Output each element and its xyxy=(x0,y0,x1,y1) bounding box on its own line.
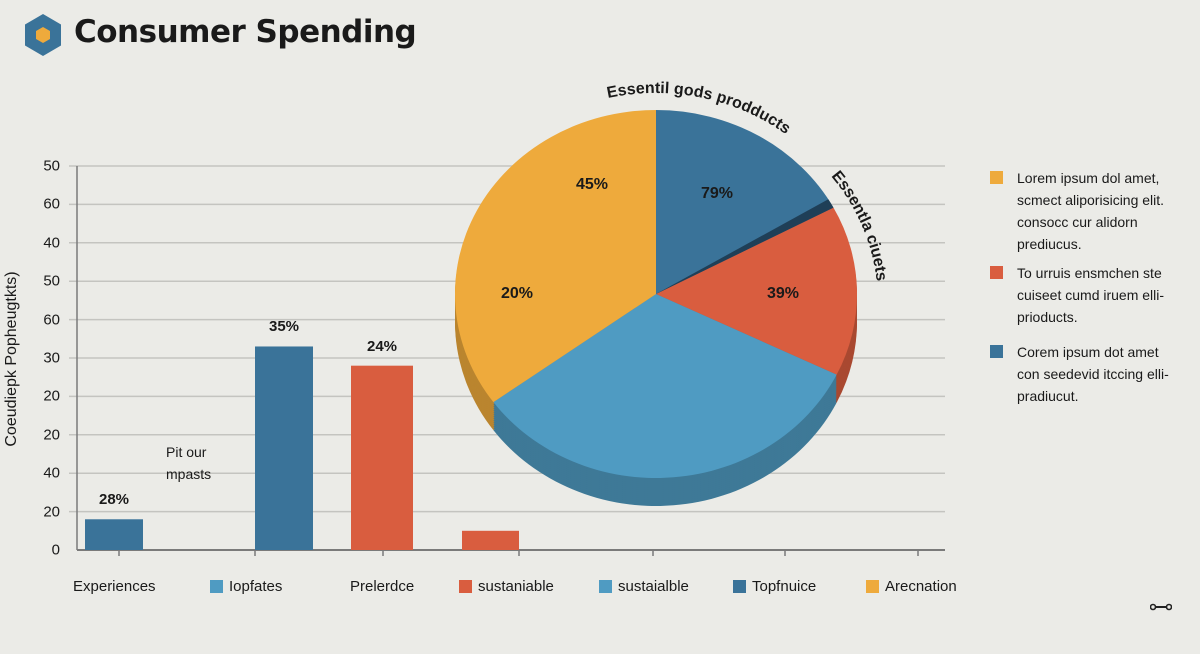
legend-line: prediucus. xyxy=(1017,236,1082,252)
legend-text: Corem ipsum dot amet con seedevid itccing… xyxy=(1017,341,1169,407)
pie-slice xyxy=(493,294,837,478)
pie-slice-label: 79% xyxy=(700,185,734,202)
y-tick-label: 20 xyxy=(43,387,60,405)
pie-slice-label: 45% xyxy=(575,176,609,193)
y-tick-label: 20 xyxy=(43,503,60,521)
legend-line: consocc cur alidorn xyxy=(1017,214,1138,230)
link-icon[interactable] xyxy=(1150,602,1172,612)
x-axis-label-text: Prelerdce xyxy=(350,578,415,595)
legend-line: con seedevid itccing elli- xyxy=(1017,366,1169,382)
legend-swatch xyxy=(599,580,612,593)
y-tick-label: 50 xyxy=(43,272,60,290)
bar xyxy=(351,365,413,550)
x-axis-label-text: Experiences xyxy=(73,578,156,595)
pie-slice-label: 39% xyxy=(766,285,800,302)
x-axis-label-text: Topfnuice xyxy=(752,578,817,595)
y-tick-label: 60 xyxy=(43,311,60,329)
legend-item: To urruis ensmchen ste cuiseet cumd iruem… xyxy=(990,262,1190,328)
bar-value-label: 35% xyxy=(268,318,300,336)
legend-line: cuiseet cumd iruem elli- xyxy=(1017,287,1165,303)
pie-slice-edge xyxy=(656,199,834,294)
y-tick-label: 20 xyxy=(43,426,60,444)
annotation: Pit our mpasts xyxy=(166,441,211,485)
legend-swatch xyxy=(990,171,1003,184)
legend-item: Lorem ipsum dol amet, scmect aliporisicin… xyxy=(990,167,1190,255)
annotation-line: mpasts xyxy=(166,466,212,482)
hexagon-icon xyxy=(25,14,61,56)
y-tick-label: 0 xyxy=(51,541,60,559)
x-axis-label: sustaialble xyxy=(599,578,689,595)
legend-line: To urruis ensmchen ste xyxy=(1017,265,1162,281)
y-tick-label: 40 xyxy=(43,464,60,482)
x-axis-label-text: sustaialble xyxy=(618,578,689,595)
pie-slice xyxy=(656,207,857,375)
legend-swatch xyxy=(990,266,1003,279)
legend-text: To urruis ensmchen ste cuiseet cumd iruem… xyxy=(1017,262,1164,328)
pie-slice xyxy=(656,110,834,294)
legend-swatch xyxy=(459,580,472,593)
pie-slice xyxy=(454,110,656,403)
y-tick-label: 40 xyxy=(43,234,60,252)
x-axis-label: Arecnation xyxy=(866,578,957,595)
legend-swatch xyxy=(990,345,1003,358)
legend-line: Corem ipsum dot amet xyxy=(1017,344,1159,360)
x-axis-label: sustaniable xyxy=(459,578,554,595)
y-axis-label: Coeudiepk Popheugtkts) xyxy=(3,271,20,447)
bar-value-label: 28% xyxy=(98,491,130,509)
x-axis-label-text: Arecnation xyxy=(885,578,957,595)
y-tick-label: 60 xyxy=(43,195,60,213)
bar xyxy=(462,530,519,550)
bar xyxy=(85,519,143,550)
legend-swatch xyxy=(210,580,223,593)
legend-swatch xyxy=(866,580,879,593)
legend-line: prioducts. xyxy=(1017,309,1078,325)
x-axis-label: Prelerdce xyxy=(350,578,414,595)
legend-item: Corem ipsum dot amet con seedevid itccing… xyxy=(990,341,1190,407)
legend-line: pradiucut. xyxy=(1017,388,1079,404)
x-axis-label: Experiences xyxy=(73,578,156,595)
x-axis-label: Topfnuice xyxy=(733,578,816,595)
x-axis-label-text: sustaniable xyxy=(478,578,554,595)
bar-value-label: 24% xyxy=(366,337,398,355)
x-axis-label-text: Iopfates xyxy=(229,578,283,595)
y-tick-label: 30 xyxy=(43,349,60,367)
legend-line: scmect aliporisicing elit. xyxy=(1017,192,1165,208)
legend-swatch xyxy=(733,580,746,593)
legend-line: Lorem ipsum dol amet, xyxy=(1017,170,1160,186)
page-title: Consumer Spending xyxy=(74,14,417,50)
pie-slice-label: 20% xyxy=(500,285,534,302)
y-tick-label: 50 xyxy=(43,157,60,175)
legend-text: Lorem ipsum dol amet, scmect aliporisicin… xyxy=(1017,167,1164,255)
bar xyxy=(255,346,313,550)
x-axis-label: Iopfates xyxy=(210,578,282,595)
annotation-line: Pit our xyxy=(166,444,207,460)
